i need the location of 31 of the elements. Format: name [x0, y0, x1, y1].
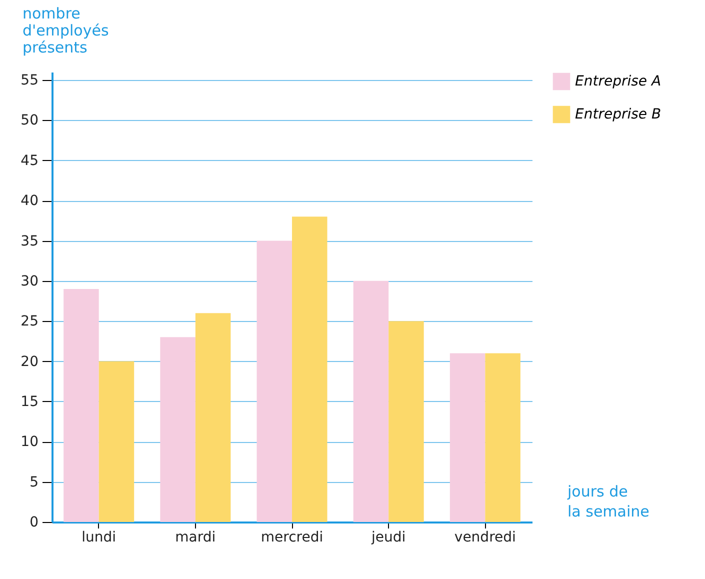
- bar: [98, 361, 134, 522]
- y-tick-label: 20: [20, 354, 38, 370]
- bar: [388, 321, 424, 522]
- y-tick-label: 5: [30, 474, 38, 490]
- bar: [195, 313, 231, 522]
- x-tick-label: lundi: [82, 530, 116, 546]
- bar: [256, 240, 292, 522]
- bar: [450, 353, 486, 522]
- y-tick-label: 15: [20, 394, 38, 410]
- bar: [64, 288, 99, 522]
- y-tick-label: 40: [20, 193, 38, 210]
- y-tick-label: 35: [20, 233, 38, 250]
- y-axis-title: nombre d'employés présents: [22, 4, 109, 56]
- y-tick-label: 45: [20, 152, 38, 169]
- x-tick-label: vendredi: [454, 530, 516, 546]
- bar: [160, 337, 196, 522]
- legend-label: Entreprise A: [575, 74, 662, 90]
- y-tick-label: 30: [20, 273, 38, 290]
- x-tick-label: jeudi: [370, 530, 406, 546]
- bar: [292, 216, 328, 522]
- y-tick-label: 50: [20, 112, 38, 129]
- y-tick-label: 25: [20, 314, 38, 330]
- y-tick-label: 55: [20, 72, 38, 89]
- legend-label: Entreprise B: [575, 106, 662, 122]
- y-tick-label: 0: [30, 514, 38, 530]
- bar: [353, 280, 389, 522]
- y-tick-label: 10: [20, 434, 38, 450]
- bar: [485, 353, 520, 522]
- x-tick-label: mercredi: [260, 530, 324, 546]
- x-tick-label: mardi: [175, 530, 216, 546]
- x-axis-title: jours de la semaine: [566, 482, 650, 520]
